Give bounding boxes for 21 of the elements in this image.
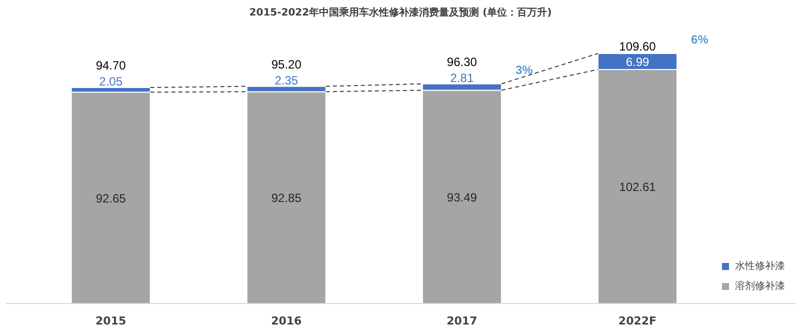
data-label: 92.65 [96, 191, 126, 206]
text: 6% [691, 32, 709, 46]
data-label: 102.61 [619, 180, 656, 194]
x-tick-label: 2016 [271, 314, 302, 328]
x-tick-label: 2017 [446, 314, 478, 328]
total-label: 94.70 [96, 58, 126, 72]
data-label: 92.85 [271, 191, 302, 206]
x-tick-label: 2022F [618, 314, 657, 328]
total-label: 96.30 [446, 54, 478, 69]
chart-title: 2015-2022年中国乘用车水性修补漆消费量及预测 (单位：百万升) [249, 6, 552, 18]
x-tick-label: 2015 [96, 314, 126, 328]
data-label: 2.05 [99, 74, 123, 88]
legend-label: 溶剂修补漆 [735, 280, 785, 293]
legend-label: 水性修补漆 [735, 260, 785, 273]
data-label: 6.99 [626, 54, 650, 69]
data-label: 2.35 [274, 73, 298, 88]
data-label: 2.81 [450, 70, 474, 85]
annotation: 3% [515, 62, 534, 77]
total-label: 109.60 [619, 40, 656, 54]
total-label: 95.20 [271, 57, 302, 72]
data-label: 93.49 [446, 190, 478, 204]
